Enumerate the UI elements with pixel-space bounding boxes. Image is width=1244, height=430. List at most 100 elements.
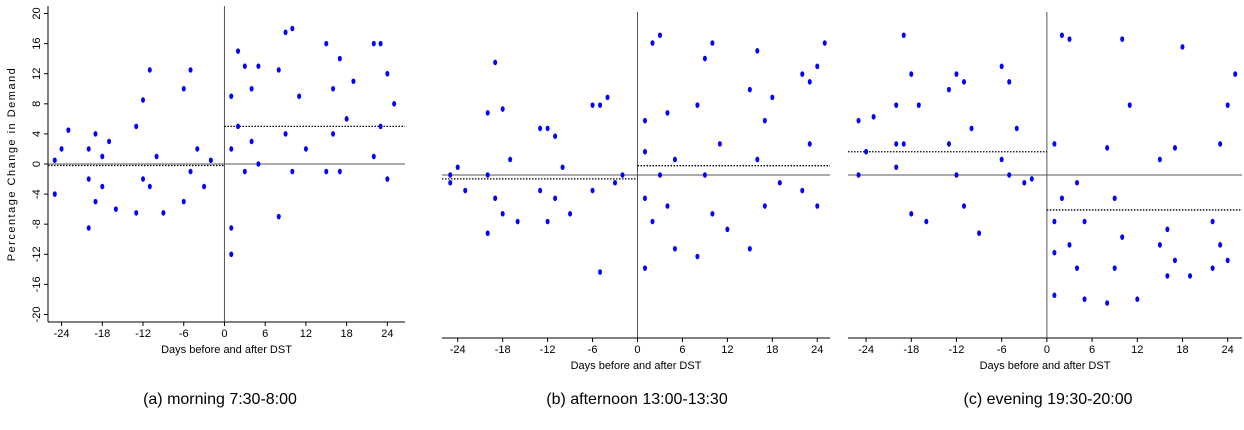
point xyxy=(999,63,1004,70)
y-tick-label: -8 xyxy=(31,219,43,229)
y-tick-label: 16 xyxy=(31,37,43,49)
point xyxy=(229,225,234,231)
point xyxy=(1210,218,1215,225)
point xyxy=(141,97,146,103)
x-tick-label: 12 xyxy=(1131,344,1143,356)
point xyxy=(710,40,715,46)
point xyxy=(901,32,906,39)
point xyxy=(770,94,775,101)
point xyxy=(493,59,498,66)
point xyxy=(141,176,146,182)
point xyxy=(242,168,247,175)
point xyxy=(747,245,752,252)
point xyxy=(485,172,490,178)
point xyxy=(229,251,234,258)
point xyxy=(1225,257,1230,264)
point xyxy=(202,183,207,190)
point xyxy=(181,85,186,92)
point xyxy=(378,40,383,47)
point xyxy=(249,85,254,92)
point xyxy=(909,71,914,77)
point xyxy=(642,265,647,271)
x-tick-label: -6 xyxy=(997,344,1007,356)
point xyxy=(894,141,899,147)
point xyxy=(657,172,662,178)
point xyxy=(1157,242,1162,248)
caption: (c) evening 19:30-20:00 xyxy=(964,391,1133,408)
point xyxy=(1075,265,1080,271)
point xyxy=(1052,292,1057,299)
point xyxy=(642,117,647,124)
x-tick-label: 12 xyxy=(721,344,733,356)
point xyxy=(538,187,543,194)
point xyxy=(1112,195,1117,202)
point xyxy=(916,102,921,108)
point xyxy=(1105,145,1110,151)
caption: (a) morning 7:30-8:00 xyxy=(143,391,297,408)
point xyxy=(337,168,342,175)
point xyxy=(717,141,722,147)
point xyxy=(1105,300,1110,306)
x-tick-label: 0 xyxy=(221,328,227,340)
y-tick-label: -16 xyxy=(31,276,43,292)
x-tick-label: 6 xyxy=(1089,344,1095,356)
point xyxy=(650,40,655,46)
point xyxy=(590,102,595,108)
point xyxy=(385,176,390,182)
point xyxy=(113,206,118,212)
point xyxy=(1112,265,1117,271)
point xyxy=(871,113,876,120)
point xyxy=(954,71,959,77)
point xyxy=(161,210,166,216)
y-tick-label: 4 xyxy=(31,131,43,137)
point xyxy=(290,25,295,32)
point xyxy=(52,157,57,164)
point xyxy=(1052,249,1057,256)
point xyxy=(324,168,329,175)
point xyxy=(351,78,356,85)
x-tick-label: 6 xyxy=(679,344,685,356)
x-axis-label: Days before and after DST xyxy=(571,360,702,372)
point xyxy=(290,168,295,175)
point xyxy=(371,153,376,160)
point xyxy=(276,213,281,220)
point xyxy=(1120,36,1125,42)
point xyxy=(100,153,105,160)
point xyxy=(1022,179,1027,186)
point xyxy=(672,245,677,252)
point xyxy=(1172,145,1177,151)
point xyxy=(946,86,951,93)
point xyxy=(100,183,105,190)
point xyxy=(1007,79,1012,85)
point xyxy=(208,157,213,164)
point xyxy=(894,164,899,171)
point xyxy=(901,141,906,147)
point xyxy=(134,123,139,130)
point xyxy=(807,141,812,147)
y-axis-label: Percentage Change in Demand xyxy=(6,67,18,262)
x-tick-label: -6 xyxy=(588,344,598,356)
point xyxy=(762,203,767,209)
point xyxy=(242,63,247,69)
point xyxy=(493,195,498,202)
point xyxy=(545,125,550,132)
point xyxy=(1157,156,1162,163)
point xyxy=(331,131,336,137)
point xyxy=(954,172,959,178)
point xyxy=(276,67,281,73)
point xyxy=(665,110,670,116)
point xyxy=(800,71,805,77)
point xyxy=(642,195,647,202)
point xyxy=(800,187,805,194)
point xyxy=(977,230,982,237)
point xyxy=(1120,234,1125,240)
x-tick-label: -12 xyxy=(949,344,965,356)
point xyxy=(553,133,558,139)
point xyxy=(1165,226,1170,233)
y-tick-label: -20 xyxy=(31,307,43,323)
point xyxy=(1165,273,1170,279)
point xyxy=(695,102,700,108)
point xyxy=(448,172,453,178)
point xyxy=(93,198,98,205)
